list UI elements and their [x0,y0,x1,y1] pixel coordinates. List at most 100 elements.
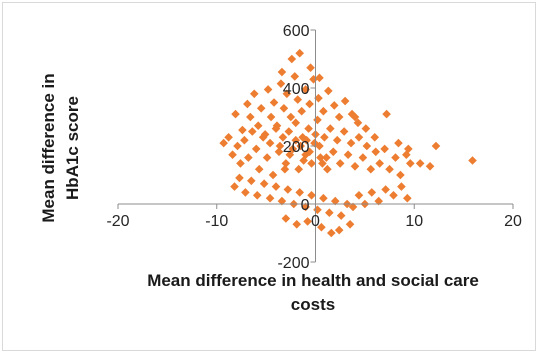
data-point [354,191,364,200]
y-axis-title-line: Mean difference in [39,73,58,222]
data-point [303,217,312,226]
data-point [287,54,297,64]
data-point [307,191,316,200]
data-point [230,182,239,191]
data-point [251,144,261,154]
data-point [317,222,326,232]
y-axis-title: Mean difference in HbA1c score [39,73,82,222]
y-tick-label: 200 [283,139,310,156]
data-point [307,159,316,168]
data-point [274,147,284,157]
data-point [253,121,263,130]
data-point [247,176,256,186]
data-point [277,196,287,206]
data-point [339,127,349,136]
x-tick-label: 10 [405,213,423,230]
data-point [334,112,344,122]
data-point [266,112,276,122]
data-point [283,185,293,194]
data-point [263,85,273,94]
data-point [313,205,322,215]
data-point [302,135,311,145]
data-point [301,202,310,212]
data-point [295,48,304,58]
data-point [394,138,403,148]
data-point [256,104,266,113]
data-point [294,164,304,174]
data-point [389,191,398,200]
data-point [404,144,413,154]
data-point [319,106,328,116]
data-point [279,104,289,113]
data-point [286,112,296,122]
data-point [406,159,415,168]
data-point [326,124,335,133]
data-point [402,150,411,159]
x-axis-title-line: Mean difference in health and social car… [147,271,479,290]
data-point [329,101,339,110]
data-point [284,127,294,136]
data-point [297,106,306,116]
data-point [335,159,345,168]
data-point [328,147,338,157]
data-point [228,150,237,159]
data-point [249,89,259,99]
data-point [259,179,269,188]
y-tick-label: 600 [283,23,310,40]
data-point [265,193,275,203]
data-point [374,196,383,206]
data-point [330,196,340,206]
data-point [391,153,400,162]
data-point [315,73,324,83]
data-point [258,133,268,142]
data-point [324,86,333,96]
data-point [238,125,247,135]
data-point [219,138,228,148]
data-point [385,164,394,174]
data-point [336,211,346,220]
data-point [345,220,355,229]
data-point [431,141,441,151]
data-point [288,144,298,154]
data-point [332,135,342,145]
data-point [268,170,278,180]
data-point [260,130,270,139]
data-point [275,141,285,151]
data-point [343,150,353,159]
data-point [301,150,310,159]
data-point [265,138,275,148]
x-tick-label: 20 [504,213,522,230]
data-point [233,141,242,151]
data-point [298,133,307,142]
data-point [269,98,279,107]
data-point [276,79,286,88]
data-point [371,147,381,157]
data-point [277,67,287,77]
data-point [318,159,327,168]
data-point [278,133,288,142]
data-point [281,214,291,223]
data-point [367,188,377,197]
data-point [224,133,233,142]
data-point [305,99,314,109]
y-tick-label: 400 [283,81,310,98]
data-point [346,138,356,148]
data-point [425,162,435,171]
data-point [301,85,310,94]
data-point [231,109,240,119]
data-point [362,141,372,151]
data-point [361,124,371,133]
data-point [396,170,405,180]
data-point [305,147,314,157]
data-point [334,225,344,235]
data-point [271,124,281,133]
data-point [246,112,255,122]
data-point [306,63,315,72]
data-point [282,89,292,99]
x-tick-label: 0 [311,213,320,230]
data-point [235,173,244,183]
y-tick-label: 0 [301,197,310,214]
data-point [327,228,336,238]
data-point [285,150,295,159]
y-tick-label: -200 [277,255,309,272]
